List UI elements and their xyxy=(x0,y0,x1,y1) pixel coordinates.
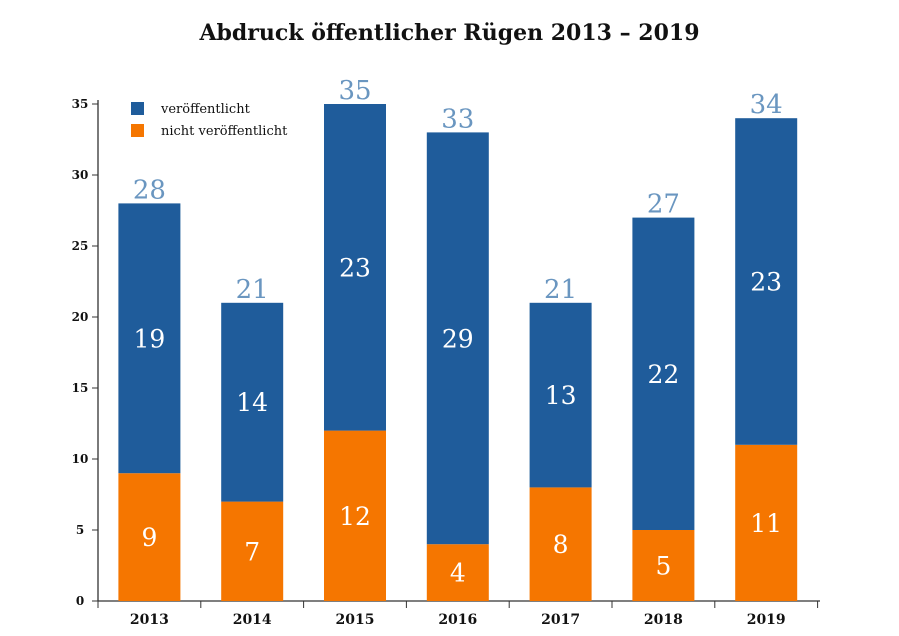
bar-segment-nicht-veroeffentlicht xyxy=(529,487,592,601)
y-tick-label: 20 xyxy=(72,310,89,324)
data-label-nicht-veroeffentlicht: 9 xyxy=(141,523,157,552)
data-label-veroeffentlicht: 29 xyxy=(442,324,474,353)
y-tick-label: 30 xyxy=(72,168,89,182)
total-label: 34 xyxy=(750,90,783,120)
data-label-veroeffentlicht: 23 xyxy=(339,253,371,282)
total-label: 28 xyxy=(133,175,166,205)
bar-segment-veroeffentlicht xyxy=(221,302,284,502)
bar-segment-nicht-veroeffentlicht xyxy=(426,544,489,601)
x-tick-label: 2018 xyxy=(644,612,683,628)
chart-title: Abdruck öffentlicher Rügen 2013 – 2019 xyxy=(199,20,700,46)
total-label: 33 xyxy=(441,104,474,134)
bar-segment-nicht-veroeffentlicht xyxy=(735,444,798,601)
bar-segment-veroeffentlicht xyxy=(735,118,798,445)
x-tick-label: 2016 xyxy=(438,612,477,628)
data-label-veroeffentlicht: 22 xyxy=(647,360,679,389)
x-tick-label: 2014 xyxy=(233,612,272,628)
y-tick-label: 25 xyxy=(72,239,89,253)
legend-swatch xyxy=(131,124,144,137)
bar-segment-veroeffentlicht xyxy=(118,203,181,474)
bar-segment-veroeffentlicht xyxy=(324,104,386,431)
total-label: 21 xyxy=(544,275,577,305)
bar-segment-veroeffentlicht xyxy=(529,302,592,488)
x-tick-label: 2015 xyxy=(336,612,375,628)
bar-segment-nicht-veroeffentlicht xyxy=(221,501,284,601)
data-label-nicht-veroeffentlicht: 5 xyxy=(655,552,671,581)
bar-segment-nicht-veroeffentlicht xyxy=(324,430,386,601)
x-tick-label: 2013 xyxy=(130,612,169,628)
data-label-veroeffentlicht: 13 xyxy=(545,381,577,410)
x-tick-label: 2017 xyxy=(541,612,580,628)
total-label: 35 xyxy=(338,76,371,106)
y-tick-label: 0 xyxy=(76,594,84,608)
total-label: 21 xyxy=(236,275,269,305)
legend-label: nicht veröffentlicht xyxy=(161,124,288,139)
data-label-nicht-veroeffentlicht: 8 xyxy=(553,530,569,559)
data-label-nicht-veroeffentlicht: 4 xyxy=(450,559,466,588)
y-tick-label: 10 xyxy=(72,452,89,466)
data-label-veroeffentlicht: 23 xyxy=(750,268,782,297)
data-label-veroeffentlicht: 19 xyxy=(133,324,165,353)
data-label-nicht-veroeffentlicht: 11 xyxy=(750,509,782,538)
bar-segment-veroeffentlicht xyxy=(632,217,695,530)
y-tick-label: 5 xyxy=(76,523,84,537)
bar-segment-nicht-veroeffentlicht xyxy=(118,473,181,601)
bar-segment-veroeffentlicht xyxy=(426,132,489,545)
y-tick-label: 15 xyxy=(72,381,89,395)
x-tick-label: 2019 xyxy=(747,612,786,628)
bar-segment-nicht-veroeffentlicht xyxy=(632,530,695,601)
total-label: 27 xyxy=(647,190,680,220)
legend-swatch xyxy=(131,102,144,115)
data-label-veroeffentlicht: 14 xyxy=(236,388,268,417)
data-label-nicht-veroeffentlicht: 12 xyxy=(339,502,371,531)
y-tick-label: 35 xyxy=(72,97,89,111)
data-label-nicht-veroeffentlicht: 7 xyxy=(244,537,260,566)
legend-label: veröffentlicht xyxy=(160,102,251,117)
